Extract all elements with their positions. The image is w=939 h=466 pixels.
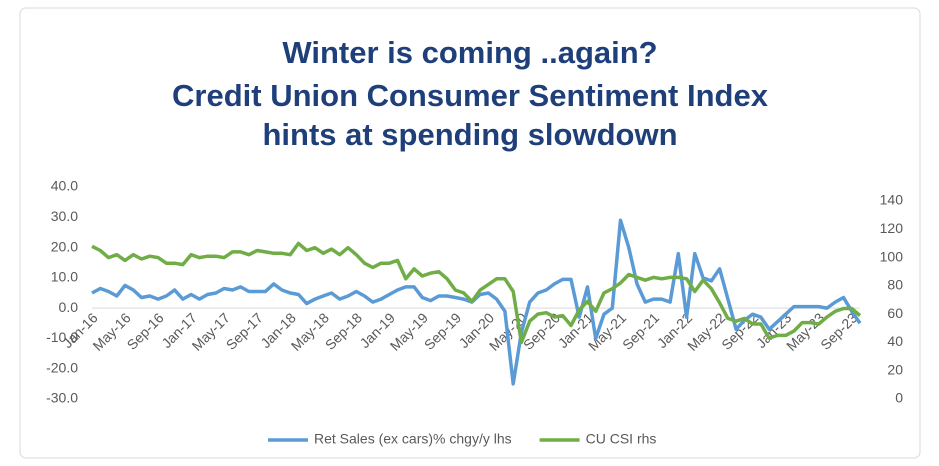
chart-title: Credit Union Consumer Sentiment Index (172, 78, 769, 113)
y-tick-label: 30.0 (51, 208, 78, 224)
y2-tick-label: 100 (880, 248, 904, 264)
y-tick-label: 40.0 (51, 178, 78, 194)
chart-title: Winter is coming ..again? (282, 35, 657, 70)
y2-tick-label: 20 (887, 361, 903, 377)
y2-tick-label: 140 (880, 192, 904, 208)
chart-frame (19, 7, 921, 459)
series-line (91, 241, 862, 345)
y-tick-label: 0.0 (59, 299, 79, 315)
y2-tick-label: 0 (895, 390, 903, 406)
y-tick-label: -10.0 (46, 329, 78, 345)
y2-tick-label: 60 (887, 305, 903, 321)
chart-title: hints at spending slowdown (262, 117, 677, 152)
legend-label: CU CSI rhs (586, 431, 657, 447)
y2-tick-label: 40 (887, 333, 903, 349)
y2-tick-label: 80 (887, 277, 903, 293)
y-tick-label: 10.0 (51, 269, 78, 285)
y2-tick-label: 120 (880, 220, 904, 236)
legend-label: Ret Sales (ex cars)% chgy/y lhs (314, 431, 512, 447)
y-tick-label: 20.0 (51, 238, 78, 254)
y-tick-label: -20.0 (46, 359, 78, 375)
y-tick-label: -30.0 (46, 390, 78, 406)
